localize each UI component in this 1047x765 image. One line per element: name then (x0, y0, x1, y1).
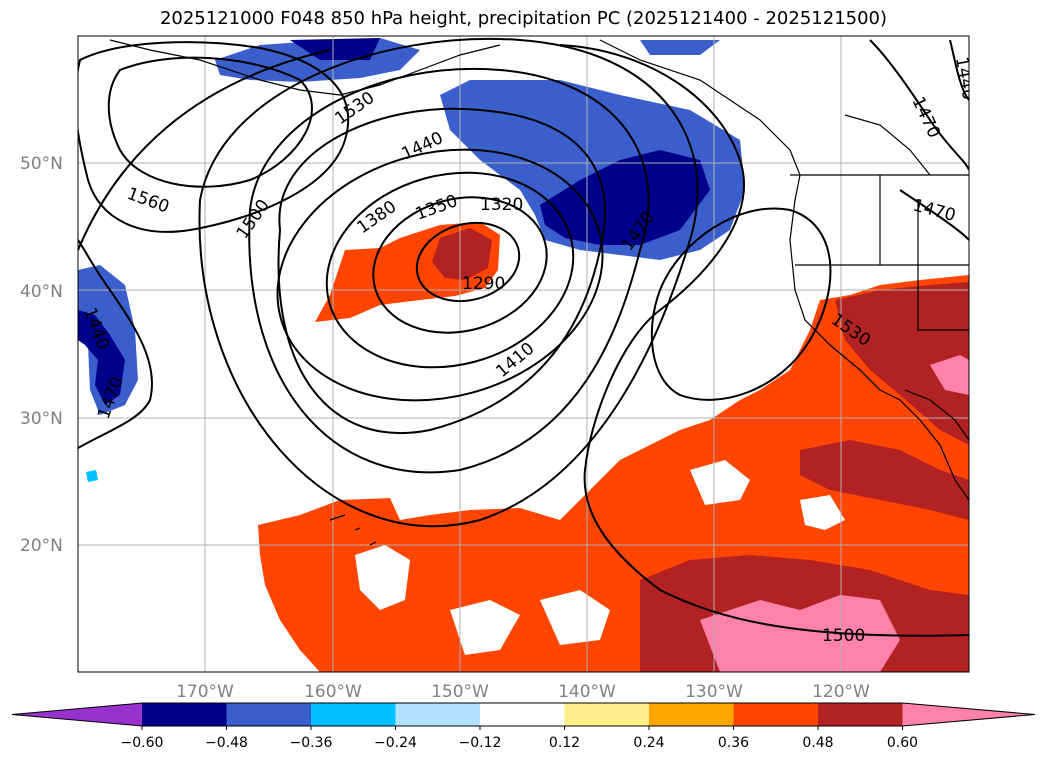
colorbar-segment (733, 703, 819, 726)
colorbar-segment (564, 703, 650, 726)
contour-label-1290: 1290 (462, 274, 505, 294)
lon-label-130w: 130°W (685, 682, 743, 702)
colorbar-segment (649, 703, 734, 726)
map-title: 2025121000 F048 850 hPa height, precipit… (159, 8, 888, 29)
colorbar-segment (142, 703, 227, 726)
colorbar-extend-max (902, 703, 1035, 726)
colorbar-tick-label: −0.60 (121, 735, 164, 751)
height-contours (78, 38, 969, 637)
colorbar: −0.60 −0.48 −0.36 −0.24 −0.12 0.12 0.24 0.36 0.4… (11, 702, 1036, 751)
lon-label-150w: 150°W (431, 682, 489, 702)
lat-label-30: 30°N (20, 409, 63, 429)
map-panel: 1290 1320 1350 1380 1410 1440 1470 1500 … (78, 36, 969, 672)
colorbar-tick-label: 0.24 (633, 735, 664, 751)
colorbar-tick-label: 0.48 (802, 735, 833, 751)
colorbar-tick-label: 0.36 (718, 735, 749, 751)
contour-label-1320: 1320 (480, 195, 523, 215)
colorbar-segment (395, 703, 481, 726)
colorbar-segment (818, 703, 903, 726)
lon-label-120w: 120°W (812, 682, 870, 702)
lon-label-140w: 140°W (558, 682, 616, 702)
lon-label-160w: 160°W (304, 682, 362, 702)
colorbar-extend-min (12, 703, 142, 726)
colorbar-tick-label: −0.24 (374, 735, 417, 751)
colorbar-tick-label: −0.12 (459, 735, 502, 751)
colorbar-segment (311, 703, 396, 726)
colorbar-segment (480, 703, 565, 726)
colorbar-tick-label: 0.12 (549, 735, 580, 751)
lat-label-20: 20°N (20, 536, 63, 556)
coastlines (109, 39, 969, 546)
map-frame (77, 35, 970, 673)
lat-label-50: 50°N (20, 154, 63, 174)
colorbar-segment (226, 703, 312, 726)
colorbar-tick-label: −0.48 (205, 735, 248, 751)
lat-label-40: 40°N (20, 282, 63, 302)
colorbar-tick-label: 0.60 (887, 735, 918, 751)
lon-label-170w: 170°W (176, 682, 234, 702)
colorbar-tick-label: −0.36 (290, 735, 333, 751)
graticule (78, 36, 969, 672)
contour-label-1500: 1500 (822, 626, 865, 646)
longitude-labels: 170°W 160°W 150°W 140°W 130°W 120°W (176, 682, 870, 702)
latitude-labels: 20°N 30°N 40°N 50°N (20, 154, 63, 556)
